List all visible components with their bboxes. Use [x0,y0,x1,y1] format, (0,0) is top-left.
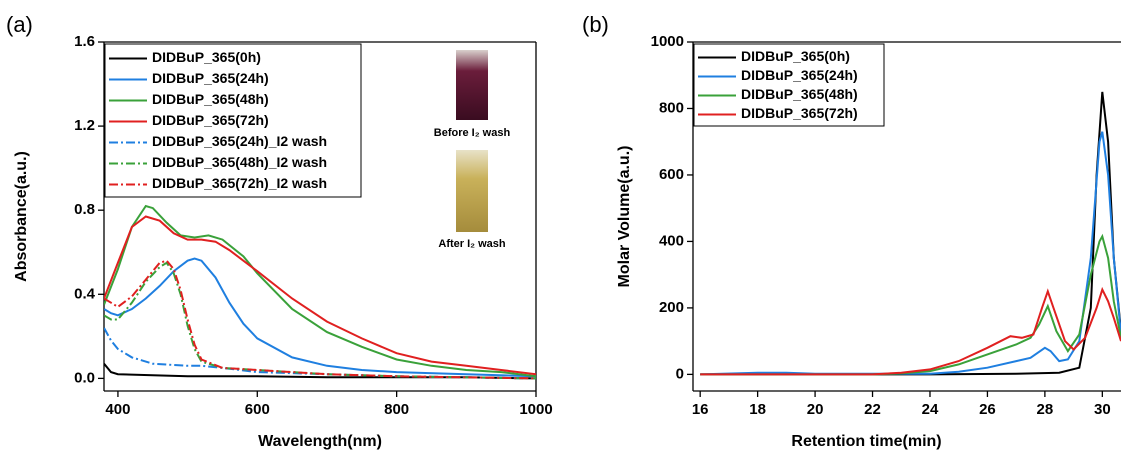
x-tick-label: 26 [979,401,996,418]
photo-caption: After I₂ wash [438,238,506,250]
legend-label: DIDBuP_365(48h) [741,86,858,102]
y-tick-label: 0.8 [74,201,95,218]
x-tick-label: 600 [245,401,270,418]
legend-label: DIDBuP_365(48h)_I2 wash [152,154,327,170]
data-line [104,261,536,380]
legend-label: DIDBuP_365(48h) [152,91,269,107]
x-tick-label: 20 [807,401,824,418]
legend-label: DIDBuP_365(72h)_I2 wash [152,175,327,191]
y-axis-title: Absorbance(a.u.) [13,151,30,282]
photo-caption: Before I₂ wash [434,127,511,139]
x-tick-label: 1000 [519,401,552,418]
data-line [104,327,536,380]
data-line [104,204,536,378]
legend-label: DIDBuP_365(72h) [152,112,269,128]
data-line [104,215,536,376]
x-tick-label: 16 [692,401,709,418]
x-tick-label: 30 [1094,401,1111,418]
vial-photo [456,150,488,232]
data-line [104,259,536,380]
y-tick-label: 800 [659,99,684,116]
y-tick-label: 200 [659,299,684,316]
y-tick-label: 0.0 [74,369,95,386]
x-tick-label: 24 [922,401,939,418]
legend-label: DIDBuP_365(24h) [152,70,269,86]
y-tick-label: 1.2 [74,117,95,134]
legend-label: DIDBuP_365(72h) [741,105,858,121]
y-tick-label: 0 [676,365,684,382]
legend-label: DIDBuP_365(0h) [741,48,850,64]
panel-label: (a) [6,12,33,37]
x-tick-label: 28 [1037,401,1054,418]
x-tick-label: 18 [749,401,766,418]
y-tick-label: 0.4 [74,285,96,302]
panel-label: (b) [582,12,609,37]
y-tick-label: 600 [659,166,684,183]
vial-photo [456,50,488,120]
y-tick-label: 1.6 [74,33,95,50]
x-axis-title: Retention time(min) [791,433,941,450]
x-tick-label: 22 [864,401,881,418]
data-line [700,131,1121,376]
x-axis-title: Wavelength(nm) [258,433,382,450]
data-line [700,233,1121,376]
legend-label: DIDBuP_365(0h) [152,49,261,65]
legend-box [104,43,362,198]
data-line [700,286,1121,376]
legend-label: DIDBuP_365(24h)_I2 wash [152,133,327,149]
x-tick-label: 400 [105,401,130,418]
x-tick-label: 800 [384,401,409,418]
y-tick-label: 1000 [651,33,684,50]
y-axis-title: Molar Volume(a.u.) [616,146,633,288]
y-tick-label: 400 [659,232,684,249]
legend-label: DIDBuP_365(24h) [741,67,858,83]
data-line [104,257,536,378]
